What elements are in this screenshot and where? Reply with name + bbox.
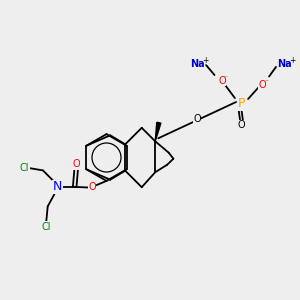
Text: ⁻: ⁻ [264, 77, 268, 86]
Text: O: O [258, 80, 266, 90]
Text: O: O [88, 182, 96, 193]
Text: O: O [238, 120, 245, 130]
Text: ⁻: ⁻ [224, 74, 228, 82]
Text: O: O [72, 159, 80, 169]
Text: Na: Na [277, 59, 292, 69]
Text: +: + [289, 56, 295, 65]
Polygon shape [155, 122, 161, 141]
Text: Cl: Cl [20, 163, 29, 173]
Text: N: N [52, 180, 62, 194]
Text: P: P [238, 97, 245, 110]
Text: O: O [193, 114, 201, 124]
Text: Cl: Cl [41, 222, 51, 232]
Text: Na: Na [190, 58, 204, 69]
Text: O: O [218, 76, 226, 86]
Text: +: + [202, 56, 208, 65]
